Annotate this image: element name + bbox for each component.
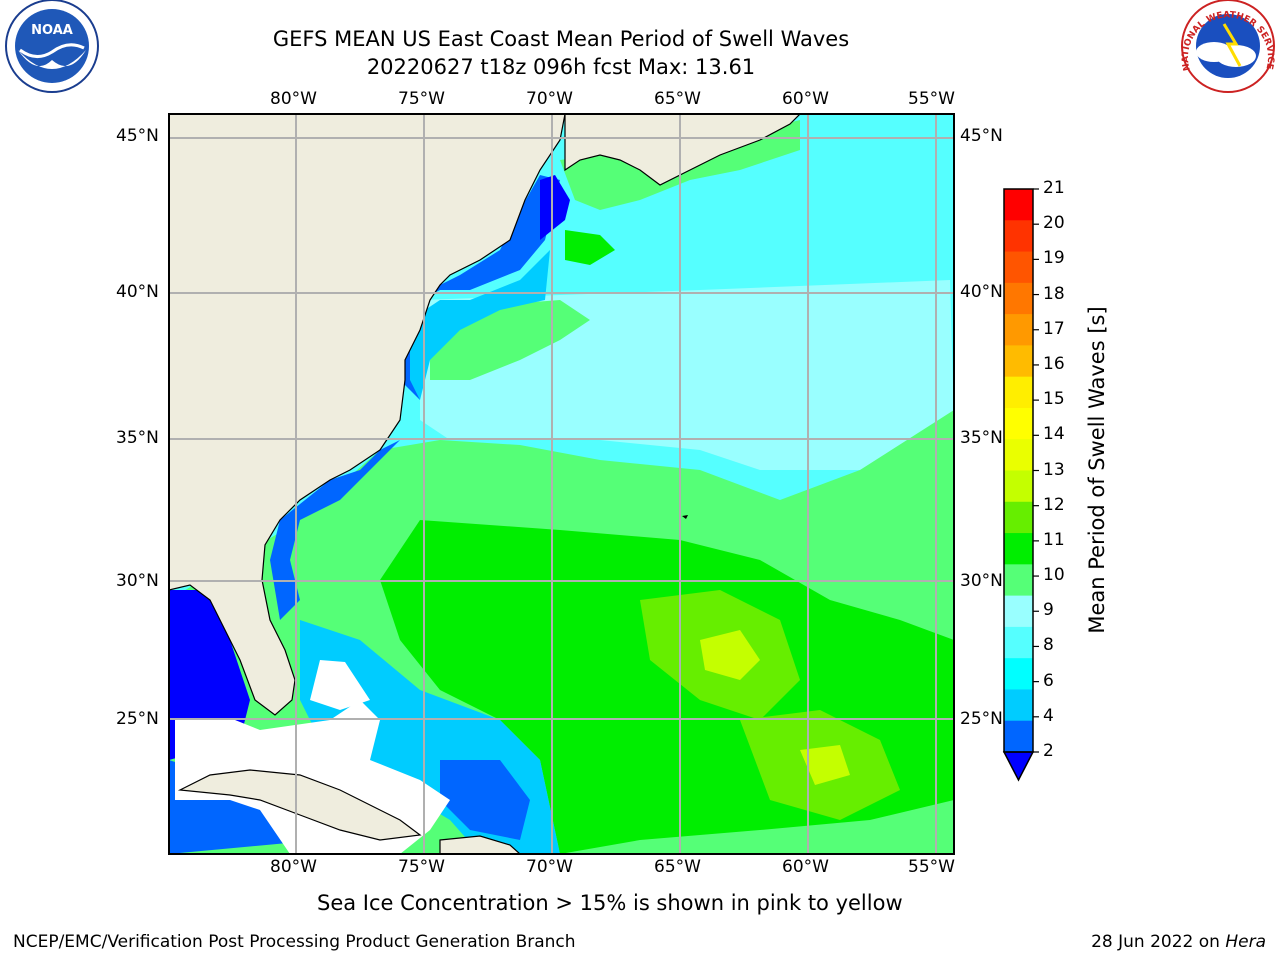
footer-date: 28 Jun 2022 on Hera — [1091, 932, 1266, 952]
colorbar-tick-label: 17 — [1043, 318, 1065, 339]
lat-tick-left-35n: 35°N — [116, 428, 159, 448]
colorbar-segment — [1004, 626, 1033, 659]
colorbar-title: Mean Period of Swell Waves [s] — [1085, 306, 1109, 634]
colorbar-tick-label: 13 — [1043, 459, 1065, 480]
lat-tick-right-30n: 30°N — [960, 571, 1003, 591]
colorbar-segment — [1004, 689, 1033, 722]
lon-tick-bottom-65w: 65°W — [654, 857, 701, 877]
colorbar-segment — [1004, 407, 1033, 440]
lat-tick-right-25n: 25°N — [960, 709, 1003, 729]
colorbar-segment — [1004, 376, 1033, 409]
colorbar-segment — [1004, 470, 1033, 503]
colorbar-extend-triangle — [1002, 751, 1035, 782]
lon-tick-bottom-70w: 70°W — [526, 857, 573, 877]
nws-logo-icon: NATIONAL WEATHER SERVICE — [1181, 0, 1275, 93]
gulf-swell-lt2 — [169, 590, 250, 760]
coastal-swell-lt2-north — [540, 175, 570, 240]
lon-tick-bottom-55w: 55°W — [908, 857, 955, 877]
map-area — [169, 114, 954, 854]
colorbar-tick-label: 6 — [1043, 670, 1054, 691]
colorbar-segment — [1004, 501, 1033, 534]
lon-tick-bottom-80w: 80°W — [270, 857, 317, 877]
lon-tick-top-80w: 80°W — [270, 89, 317, 109]
footer-host: Hera — [1225, 932, 1266, 952]
graticule — [169, 114, 954, 854]
swell-12-13-south-spot — [800, 745, 850, 785]
colorbar-segment — [1004, 658, 1033, 690]
land-bermuda — [682, 515, 688, 519]
colorbar-tick-label: 21 — [1043, 178, 1065, 198]
land-maritimes — [564, 114, 801, 186]
coastal-swell-2-4-north — [400, 175, 560, 400]
lat-tick-left-30n: 30°N — [116, 571, 159, 591]
lon-tick-bottom-75w: 75°W — [398, 857, 445, 877]
colorbar-segment — [1004, 439, 1033, 471]
lat-tick-right-45n: 45°N — [960, 126, 1003, 146]
sea-ice-caption: Sea Ice Concentration > 15% is shown in … — [317, 891, 903, 915]
colorbar-tick-label: 16 — [1043, 353, 1065, 374]
lon-tick-top-70w: 70°W — [526, 89, 573, 109]
bahamas-swell-2-4 — [440, 760, 530, 840]
colorbar-segment — [1004, 251, 1033, 284]
colorbar-tick-label: 9 — [1043, 600, 1054, 621]
colorbar-tick-label: 11 — [1043, 529, 1065, 550]
lat-tick-left-45n: 45°N — [116, 126, 159, 146]
no-data-bahamas — [310, 660, 370, 710]
colorbar-tick-label: 15 — [1043, 389, 1065, 410]
swell-12-13-spot — [700, 630, 760, 680]
lon-tick-top-60w: 60°W — [782, 89, 829, 109]
lat-tick-right-35n: 35°N — [960, 428, 1003, 448]
noaa-logo-icon: NOAA — [5, 0, 99, 93]
colorbar-segment — [1004, 533, 1033, 565]
map-frame — [168, 113, 955, 855]
colorbar-tick-label: 19 — [1043, 248, 1065, 269]
colorbar-tick-label: 8 — [1043, 635, 1054, 656]
colorbar-tick-label: 20 — [1043, 213, 1065, 234]
colorbar-tick-label: 10 — [1043, 565, 1065, 586]
colorbar-tick-label: 4 — [1043, 705, 1054, 726]
footer-credit: NCEP/EMC/Verification Post Processing Pr… — [13, 932, 576, 952]
colorbar-segment — [1004, 595, 1033, 628]
footer-date-text: 28 Jun 2022 on — [1091, 932, 1226, 952]
land-us-east-coast — [169, 114, 566, 716]
coastal-swell-4-6-north — [410, 250, 550, 400]
colorbar-segment — [1004, 314, 1033, 346]
lon-tick-bottom-60w: 60°W — [782, 857, 829, 877]
lon-tick-top-65w: 65°W — [654, 89, 701, 109]
chart-subtitle: 20220627 t18z 096h fcst Max: 13.61 — [366, 55, 756, 79]
lon-tick-top-55w: 55°W — [908, 89, 955, 109]
land-hispaniola — [439, 835, 521, 854]
colorbar-segment — [1004, 564, 1033, 597]
colorbar-tick-label: 18 — [1043, 283, 1065, 304]
colorbar-segment — [1004, 345, 1033, 378]
colorbar-segment — [1004, 720, 1033, 753]
colorbar-segment — [1004, 220, 1033, 253]
georges-bank-swell-10-11 — [565, 230, 615, 265]
land-cuba — [177, 769, 422, 841]
colorbar-segment — [1004, 282, 1033, 315]
lat-tick-left-25n: 25°N — [116, 709, 159, 729]
noaa-logo-text: NOAA — [31, 23, 73, 38]
lat-tick-right-40n: 40°N — [960, 282, 1003, 302]
colorbar-segment — [1004, 189, 1033, 221]
colorbar-tick-label: 2 — [1043, 741, 1054, 761]
colorbar-tick-label: 12 — [1043, 494, 1065, 515]
colorbar-tick-label: 14 — [1043, 424, 1065, 445]
lon-tick-top-75w: 75°W — [398, 89, 445, 109]
colorbar — [1002, 188, 1039, 782]
chart-title: GEFS MEAN US East Coast Mean Period of S… — [272, 27, 850, 51]
lat-tick-left-40n: 40°N — [116, 282, 159, 302]
